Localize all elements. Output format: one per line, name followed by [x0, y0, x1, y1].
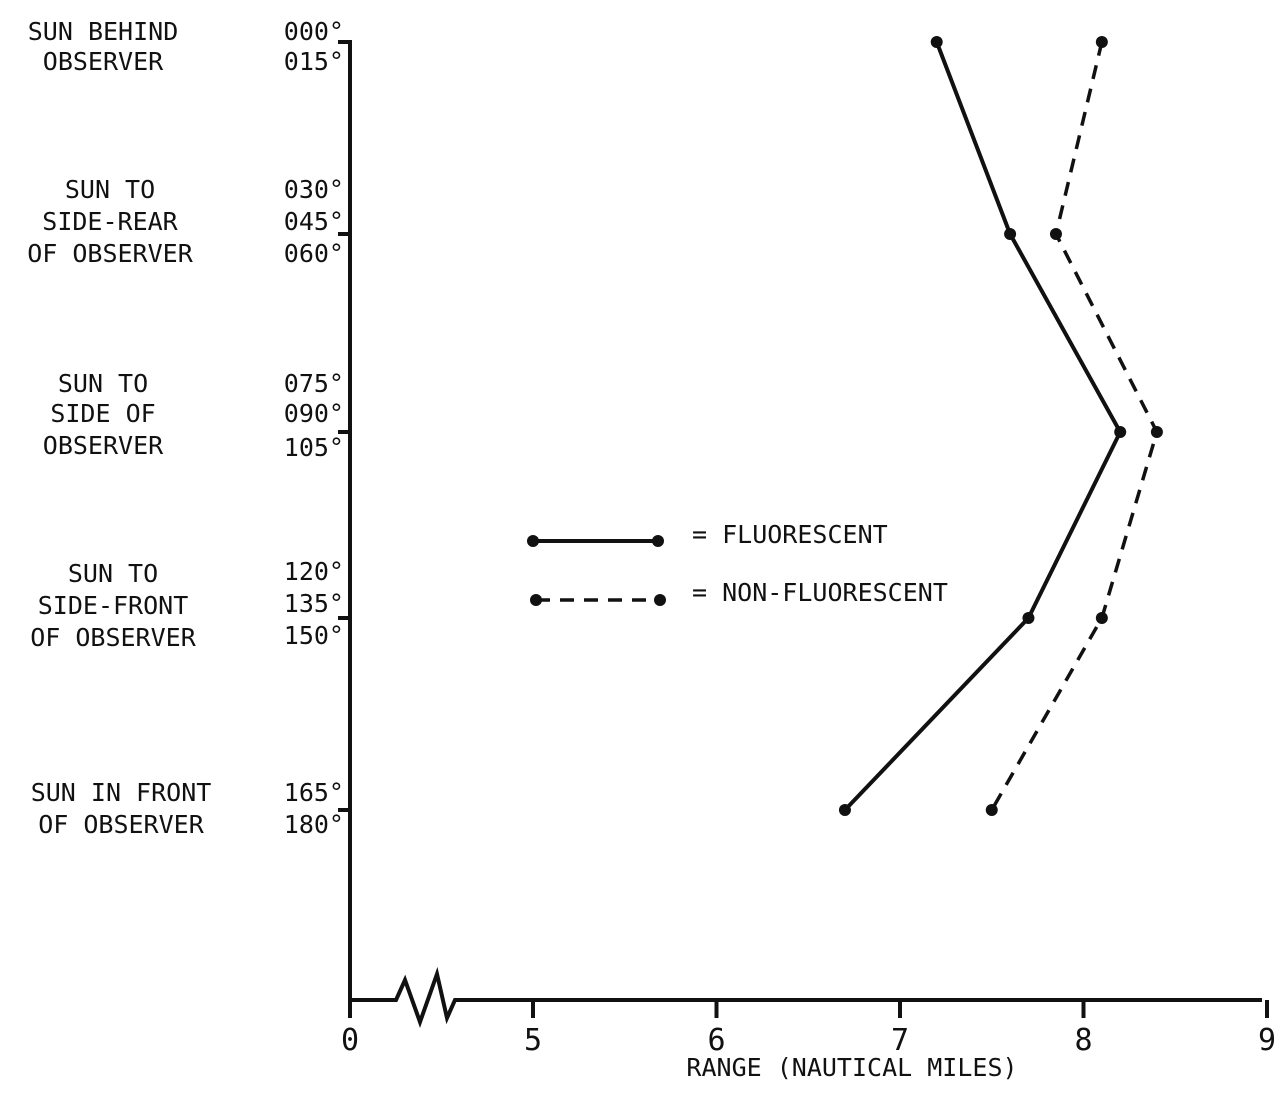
- series-group: [838, 36, 1163, 816]
- y-group-label: SUN BEHIND: [28, 17, 179, 46]
- legend-marker: [530, 594, 542, 606]
- x-tick-label: 5: [524, 1023, 542, 1058]
- y-angle-label: 030°: [284, 175, 344, 204]
- data-point: [930, 36, 943, 48]
- legend-marker: [527, 535, 539, 547]
- y-angle-label: 165°: [284, 778, 344, 807]
- axes: [338, 40, 1262, 1028]
- y-group-label: SUN TO: [65, 175, 155, 204]
- legend: = FLUORESCENT = NON-FLUORESCENT: [527, 520, 948, 607]
- y-angle-label: 150°: [284, 621, 344, 650]
- y-group-label: OF OBSERVER: [27, 239, 194, 268]
- y-angle-label: 105°: [284, 433, 344, 462]
- data-point: [1150, 426, 1163, 438]
- legend-marker: [652, 535, 664, 547]
- x-axis-labels: 0 5 6 7 8 9: [341, 1000, 1276, 1058]
- data-point: [1004, 228, 1017, 240]
- y-angle-label: 120°: [284, 557, 344, 586]
- y-group-label: SIDE-FRONT: [38, 591, 189, 620]
- series-line-fluorescent: [843, 41, 1123, 812]
- y-angle-label: 180°: [284, 810, 344, 839]
- x-axis-title: RANGE (NAUTICAL MILES): [686, 1053, 1017, 1082]
- data-point: [1114, 426, 1127, 438]
- data-point: [1022, 612, 1035, 624]
- y-group-label: SUN TO: [68, 559, 158, 588]
- y-angle-label: 060°: [284, 239, 344, 268]
- x-tick-label: 9: [1258, 1023, 1276, 1058]
- y-group-label: OBSERVER: [43, 431, 164, 460]
- legend-marker: [654, 594, 666, 606]
- y-group-label: SIDE OF: [50, 399, 155, 428]
- y-angle-label: 075°: [284, 369, 344, 398]
- y-group-label: SUN TO: [58, 369, 148, 398]
- data-point: [1095, 612, 1108, 624]
- series-line-non-fluorescent: [990, 41, 1159, 811]
- data-point: [1049, 228, 1062, 240]
- x-tick-label: 6: [707, 1023, 725, 1058]
- y-group-label: SIDE-REAR: [42, 207, 178, 236]
- x-tick-label: 7: [891, 1023, 909, 1058]
- y-angle-label: 135°: [284, 589, 344, 618]
- y-group-label: OF OBSERVER: [30, 623, 197, 652]
- y-angle-label: 000°: [284, 17, 344, 46]
- legend-label: = NON-FLUORESCENT: [692, 578, 948, 607]
- y-group-label: OF OBSERVER: [38, 810, 205, 839]
- y-angle-label: 090°: [284, 399, 344, 428]
- data-point: [838, 804, 851, 816]
- y-group-label: OBSERVER: [43, 47, 164, 76]
- y-axis-labels: 000°015° 030° 045° 060° 075°090° 105° 120° 135°…: [27, 17, 344, 839]
- y-angle-label: 045°: [284, 207, 344, 236]
- data-point: [1095, 36, 1108, 48]
- y-group-label: SUN IN FRONT: [31, 778, 212, 807]
- x-tick-label: 0: [341, 1023, 359, 1058]
- legend-label: = FLUORESCENT: [692, 520, 888, 549]
- x-tick-label: 8: [1074, 1023, 1092, 1058]
- x-axis-line-with-break: [350, 966, 1262, 1028]
- y-angle-label: 015°: [284, 47, 344, 76]
- data-point: [985, 804, 998, 816]
